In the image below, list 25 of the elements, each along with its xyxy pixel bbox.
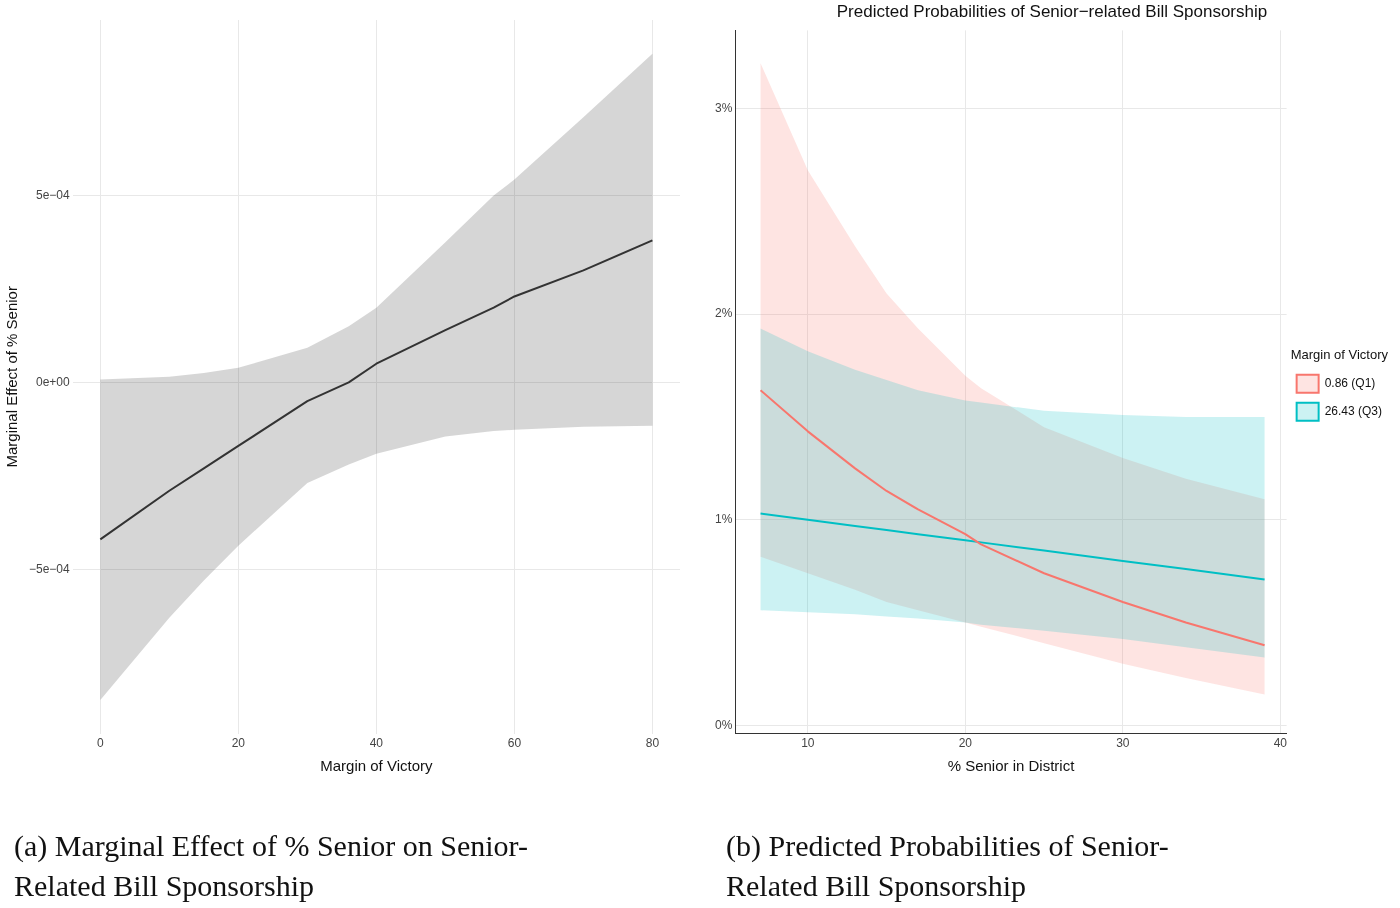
x-tick-label: 60 [507, 736, 522, 751]
legend-label: 0.86 (Q1) [1324, 376, 1376, 391]
x-tick-label: 40 [369, 736, 384, 751]
y-axis-title: Marginal Effect of % Senior [3, 286, 21, 468]
x-tick-label: 10 [801, 736, 815, 751]
x-tick-label: 80 [645, 736, 660, 751]
y-tick-label: −5e−04 [28, 561, 71, 576]
x-tick-label: 30 [1116, 736, 1130, 751]
y-tick-label: 0% [715, 717, 733, 732]
x-tick-label: 0 [96, 736, 104, 751]
text: (a) Marginal Effect of % Senior on Senior-Related Bill Sponsorship [14, 828, 529, 904]
chart-title: Predicted Probabilities of Senior−related Bill Sponsorship [836, 1, 1268, 21]
y-tick-label: 0e+00 [36, 374, 71, 389]
y-tick-label: 5e−04 [36, 187, 71, 202]
x-tick-label: 20 [958, 736, 973, 751]
legend-label: 26.43 (Q3) [1324, 404, 1383, 419]
text: (b) Predicted Probabilities of Senior-Related Bill Sponsorship [726, 828, 1170, 904]
x-tick-label: 40 [1273, 736, 1288, 751]
x-tick-label: 20 [231, 736, 246, 751]
x-axis-title: Margin of Victory [320, 757, 433, 775]
legend-title: Margin of Victory [1290, 347, 1389, 363]
x-axis-title: % Senior in District [947, 757, 1076, 775]
y-tick-label: 1% [715, 512, 733, 527]
y-tick-label: 3% [715, 100, 733, 115]
y-tick-label: 2% [715, 306, 733, 321]
